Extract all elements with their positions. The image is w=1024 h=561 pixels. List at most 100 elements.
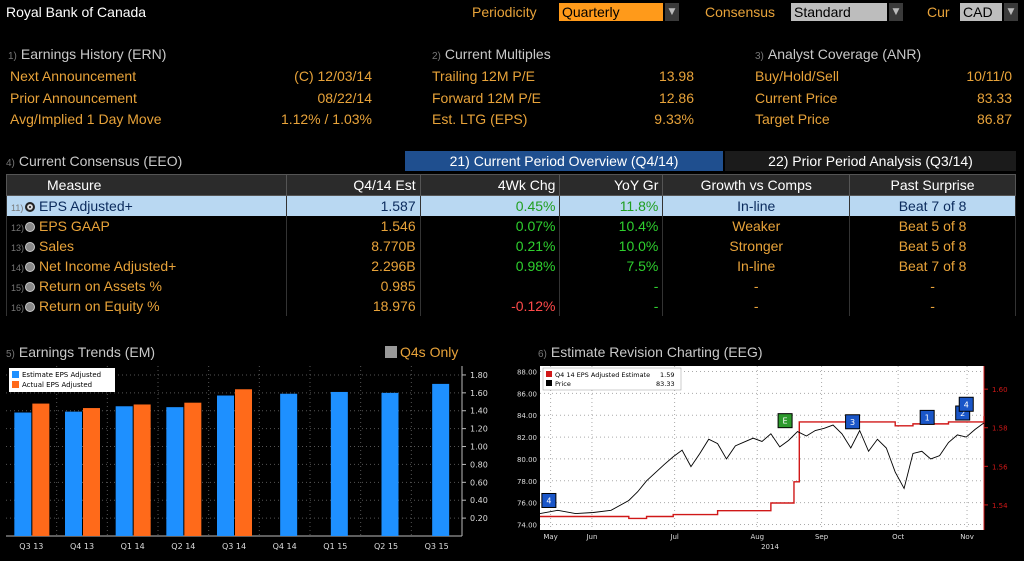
radio-button[interactable] [25,222,35,232]
x-tick-label: Q4 14 [273,542,297,551]
section-number: 4) [6,158,15,169]
table-row[interactable]: 16) Return on Equity % 18.976 -0.12% - - - [6,296,1016,316]
yoy-growth-cell: 10.4% [559,216,664,236]
x-tick-label: Q3 14 [222,542,246,551]
legend-value: 1.59 [660,371,674,379]
column-header[interactable]: 4Wk Chg [419,174,561,196]
target-price-value: 86.87 [976,111,1012,127]
event-marker-label: 4 [546,496,551,505]
estimate-bar [217,395,234,536]
tab-current-period[interactable]: 21) Current Period Overview (Q4/14) [405,151,723,171]
forward-pe-label: Forward 12M P/E [432,90,541,106]
radio-button[interactable] [25,302,35,312]
table-header-row: Measure Q4/14 Est 4Wk Chg YoY Gr Growth … [6,174,1016,196]
measure-label: Sales [39,238,75,254]
y-tick-label: 1.80 [470,371,488,380]
four-week-change-cell: 0.21% [419,236,561,256]
column-header[interactable]: Growth vs Comps [662,174,851,196]
earnings-trends-chart: 0.20 0.40 0.60 0.80 1.00 1.20 1.40 1.60 1.80 Q3 1… [0,362,504,557]
measure-cell[interactable]: 11) EPS Adjusted+ [6,195,287,216]
table-row[interactable]: 13) Sales 8.770B 0.21% 10.0% Stronger Beat 5 o… [6,236,1016,256]
estimate-cell: 1.587 [285,195,421,216]
analyst-coverage-title[interactable]: 3) Analyst Coverage (ANR) [755,46,921,62]
four-week-change-cell: -0.12% [419,296,561,316]
measure-label: Net Income Adjusted+ [39,258,177,274]
measure-cell[interactable]: 12) EPS GAAP [6,216,287,236]
y-tick-label: 0.40 [470,496,488,505]
periodicity-select[interactable]: Quarterly [559,3,663,21]
current-consensus-title[interactable]: 4) Current Consensus (EEO) [6,153,182,169]
measure-cell[interactable]: 14) Net Income Adjusted+ [6,256,287,276]
four-week-change-cell [419,276,561,296]
table-row[interactable]: 11) EPS Adjusted+ 1.587 0.45% 11.8% In-line Be… [6,195,1016,216]
section-title: Analyst Coverage (ANR) [767,46,922,62]
y-tick-label: 0.20 [470,514,488,523]
q4s-only-checkbox[interactable] [385,346,397,358]
estimate-revision-title[interactable]: 6) Estimate Revision Charting (EEG) [538,344,763,360]
section-title: Earnings History (ERN) [20,46,167,62]
column-header[interactable]: YoY Gr [559,174,664,196]
radio-button[interactable] [25,262,35,272]
y-tick-label: 0.60 [470,478,488,487]
currency-select[interactable]: CAD [960,3,1002,21]
yoy-growth-cell: - [559,296,664,316]
y-tick-label: 1.40 [470,407,488,416]
next-announcement-value: (C) 12/03/14 [294,68,372,84]
trailing-pe-label: Trailing 12M P/E [432,68,535,84]
earnings-trends-title[interactable]: 5) Earnings Trends (EM) [6,344,155,360]
table-row[interactable]: 12) EPS GAAP 1.546 0.07% 10.4% Weaker Beat 5 o… [6,216,1016,236]
measure-cell[interactable]: 15) Return on Assets % [6,276,287,296]
growth-vs-comps-cell: - [662,276,851,296]
radio-button[interactable] [25,282,35,292]
tab-prior-period[interactable]: 22) Prior Period Analysis (Q3/14) [725,151,1016,171]
chevron-down-icon[interactable]: ▼ [1004,3,1018,21]
x-tick-label: Sep [815,533,829,541]
target-price-label: Target Price [755,111,830,127]
section-number: 1) [8,51,17,62]
earnings-history-title[interactable]: 1) Earnings History (ERN) [8,46,166,62]
estimate-cell: 18.976 [285,296,421,316]
column-header[interactable]: Past Surprise [849,174,1016,196]
x-tick-label: Q2 14 [171,542,195,551]
radio-button[interactable] [25,242,35,252]
actual-bar [184,402,202,536]
q4s-only-label: Q4s Only [400,344,459,360]
buy-hold-sell-label: Buy/Hold/Sell [755,68,840,84]
measure-label: EPS GAAP [39,218,110,234]
y-left-tick-label: 82.00 [517,434,537,442]
radio-button[interactable] [25,202,35,212]
consensus-label: Consensus [705,4,776,20]
four-week-change-cell: 0.45% [419,195,561,216]
table-row[interactable]: 15) Return on Assets % 0.985- - - [6,276,1016,296]
current-price-label: Current Price [755,90,838,106]
chevron-down-icon[interactable]: ▼ [665,3,679,21]
legend-label: Estimate EPS Adjusted [22,371,101,379]
column-header[interactable]: Measure [6,174,287,196]
x-tick-label: Oct [892,533,904,541]
past-surprise-cell: Beat 7 of 8 [849,256,1016,276]
x-year-label: 2014 [761,543,779,551]
estimate-cell: 1.546 [285,216,421,236]
currency-label: Cur [927,4,950,20]
y-left-tick-label: 88.00 [517,368,537,376]
estimate-cell: 8.770B [285,236,421,256]
row-number: 13) [11,243,25,253]
column-header[interactable]: Q4/14 Est [285,174,421,196]
x-tick-label: Q4 13 [70,542,94,551]
prior-announcement-value: 08/22/14 [317,90,373,106]
estimate-bar [115,406,133,536]
section-title: Current Multiples [444,46,551,62]
event-marker [777,413,793,429]
next-announcement-label: Next Announcement [10,68,137,84]
legend-swatch [12,381,19,388]
legend-swatch [12,371,19,378]
measure-cell[interactable]: 16) Return on Equity % [6,296,287,316]
measure-cell[interactable]: 13) Sales [6,236,287,256]
y-left-tick-label: 78.00 [517,478,537,486]
chevron-down-icon[interactable]: ▼ [889,3,903,21]
consensus-select[interactable]: Standard [791,3,887,21]
table-row[interactable]: 14) Net Income Adjusted+ 2.296B 0.98% 7.5% In… [6,256,1016,276]
past-surprise-cell: Beat 5 of 8 [849,216,1016,236]
current-multiples-title[interactable]: 2) Current Multiples [432,46,551,62]
x-tick-label: Q3 13 [19,542,43,551]
